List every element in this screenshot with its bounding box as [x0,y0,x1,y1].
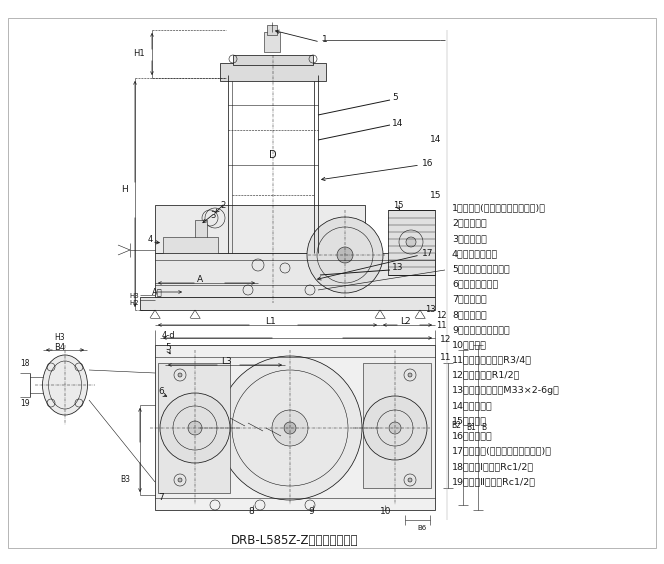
Text: 6: 6 [158,387,164,396]
Text: B2: B2 [451,421,461,430]
Text: 17、排气阀(贮油器活塞下部空气)；: 17、排气阀(贮油器活塞下部空气)； [452,447,552,456]
Text: 16、贮油器；: 16、贮油器； [452,431,493,440]
Text: DRB-L585Z-Z型电动泵外形图: DRB-L585Z-Z型电动泵外形图 [231,534,359,547]
Text: 12、放油螺塞R1/2；: 12、放油螺塞R1/2； [452,371,521,380]
Text: 16: 16 [422,158,434,168]
Text: 18: 18 [20,359,29,368]
Text: 10、吸环；: 10、吸环； [452,340,487,349]
Bar [195,220,207,238]
Circle shape [408,478,412,482]
Circle shape [272,410,308,446]
Text: B1: B1 [466,422,476,431]
Text: 15: 15 [430,191,442,200]
Text: 14: 14 [430,135,442,144]
Bar [233,55,313,65]
Text: 12: 12 [436,311,446,319]
Ellipse shape [42,355,88,415]
Circle shape [178,478,182,482]
Text: L1: L1 [265,318,276,327]
Text: 4-d: 4-d [162,331,175,340]
Text: 9、贮油器低位开关；: 9、贮油器低位开关； [452,325,510,334]
Circle shape [188,421,202,435]
Text: 8、接线盒；: 8、接线盒； [452,310,487,319]
Text: 17: 17 [422,249,434,258]
Circle shape [218,356,362,500]
Text: 15、泵体；: 15、泵体； [452,416,487,425]
Text: 8: 8 [248,508,254,517]
Text: D: D [269,150,277,160]
Bar [155,253,435,297]
Text: 15: 15 [393,200,404,209]
Text: H2: H2 [129,300,139,306]
Text: 13: 13 [392,263,404,272]
Bar [155,205,365,253]
Circle shape [160,393,230,463]
Text: 14、油位计；: 14、油位计； [452,401,493,410]
Text: B: B [481,422,486,431]
Text: 11: 11 [436,320,446,329]
Text: 14: 14 [392,118,403,127]
Text: A向: A向 [152,288,163,297]
Text: 5: 5 [165,342,171,351]
Text: 13、润滑脂补给口M33×2-6g；: 13、润滑脂补给口M33×2-6g； [452,386,560,395]
Text: 7: 7 [158,492,164,501]
Text: 18、管路Ⅰ出油口Rc1/2；: 18、管路Ⅰ出油口Rc1/2； [452,462,534,471]
Text: B4: B4 [54,342,66,351]
Text: H1: H1 [133,50,145,59]
Bar [220,63,326,81]
Text: 11: 11 [440,352,452,362]
Bar [140,297,435,310]
Circle shape [337,247,353,263]
Text: 12: 12 [440,336,452,345]
Text: 9: 9 [308,508,314,517]
Text: 4、电磁换向阀；: 4、电磁换向阀； [452,249,498,258]
Circle shape [178,373,182,377]
Text: 10: 10 [380,508,392,517]
Bar [388,210,435,275]
Text: L3: L3 [222,358,232,367]
Bar [267,25,277,35]
Circle shape [307,217,383,293]
Text: 6、贮油器接口；: 6、贮油器接口； [452,280,498,289]
Bar [363,363,431,488]
Text: 11、润滑油补给口R3/4；: 11、润滑油补给口R3/4； [452,355,532,364]
Text: 2、压力表；: 2、压力表； [452,219,487,228]
Text: L2: L2 [400,318,410,327]
Circle shape [284,422,296,434]
Text: 3: 3 [210,210,215,219]
Text: H3: H3 [54,333,65,342]
Circle shape [408,373,412,377]
Text: 1、排气阀(贮油器活塞上部空气)；: 1、排气阀(贮油器活塞上部空气)； [452,204,546,213]
Circle shape [406,237,416,247]
Text: 4: 4 [148,236,153,245]
Circle shape [363,396,427,460]
Text: 3、安全阀；: 3、安全阀； [452,234,487,243]
Text: 13: 13 [426,306,436,315]
Text: B6: B6 [417,525,426,531]
Text: 2: 2 [220,200,225,209]
Circle shape [389,422,401,434]
Text: H3: H3 [129,293,139,299]
Text: 5、贮油器高位开关；: 5、贮油器高位开关； [452,265,510,274]
Text: 7、泵接口；: 7、泵接口； [452,295,487,303]
Text: A: A [197,275,203,284]
Bar [264,32,280,52]
Text: 19: 19 [20,399,30,408]
Bar [158,363,230,493]
Bar [155,345,435,510]
Text: H: H [122,186,128,195]
Text: 19、管路Ⅱ出油口Rc1/2。: 19、管路Ⅱ出油口Rc1/2。 [452,477,536,486]
Text: 1: 1 [322,36,328,45]
Text: B3: B3 [120,475,130,484]
Text: 5: 5 [392,94,398,103]
Bar [163,237,218,253]
